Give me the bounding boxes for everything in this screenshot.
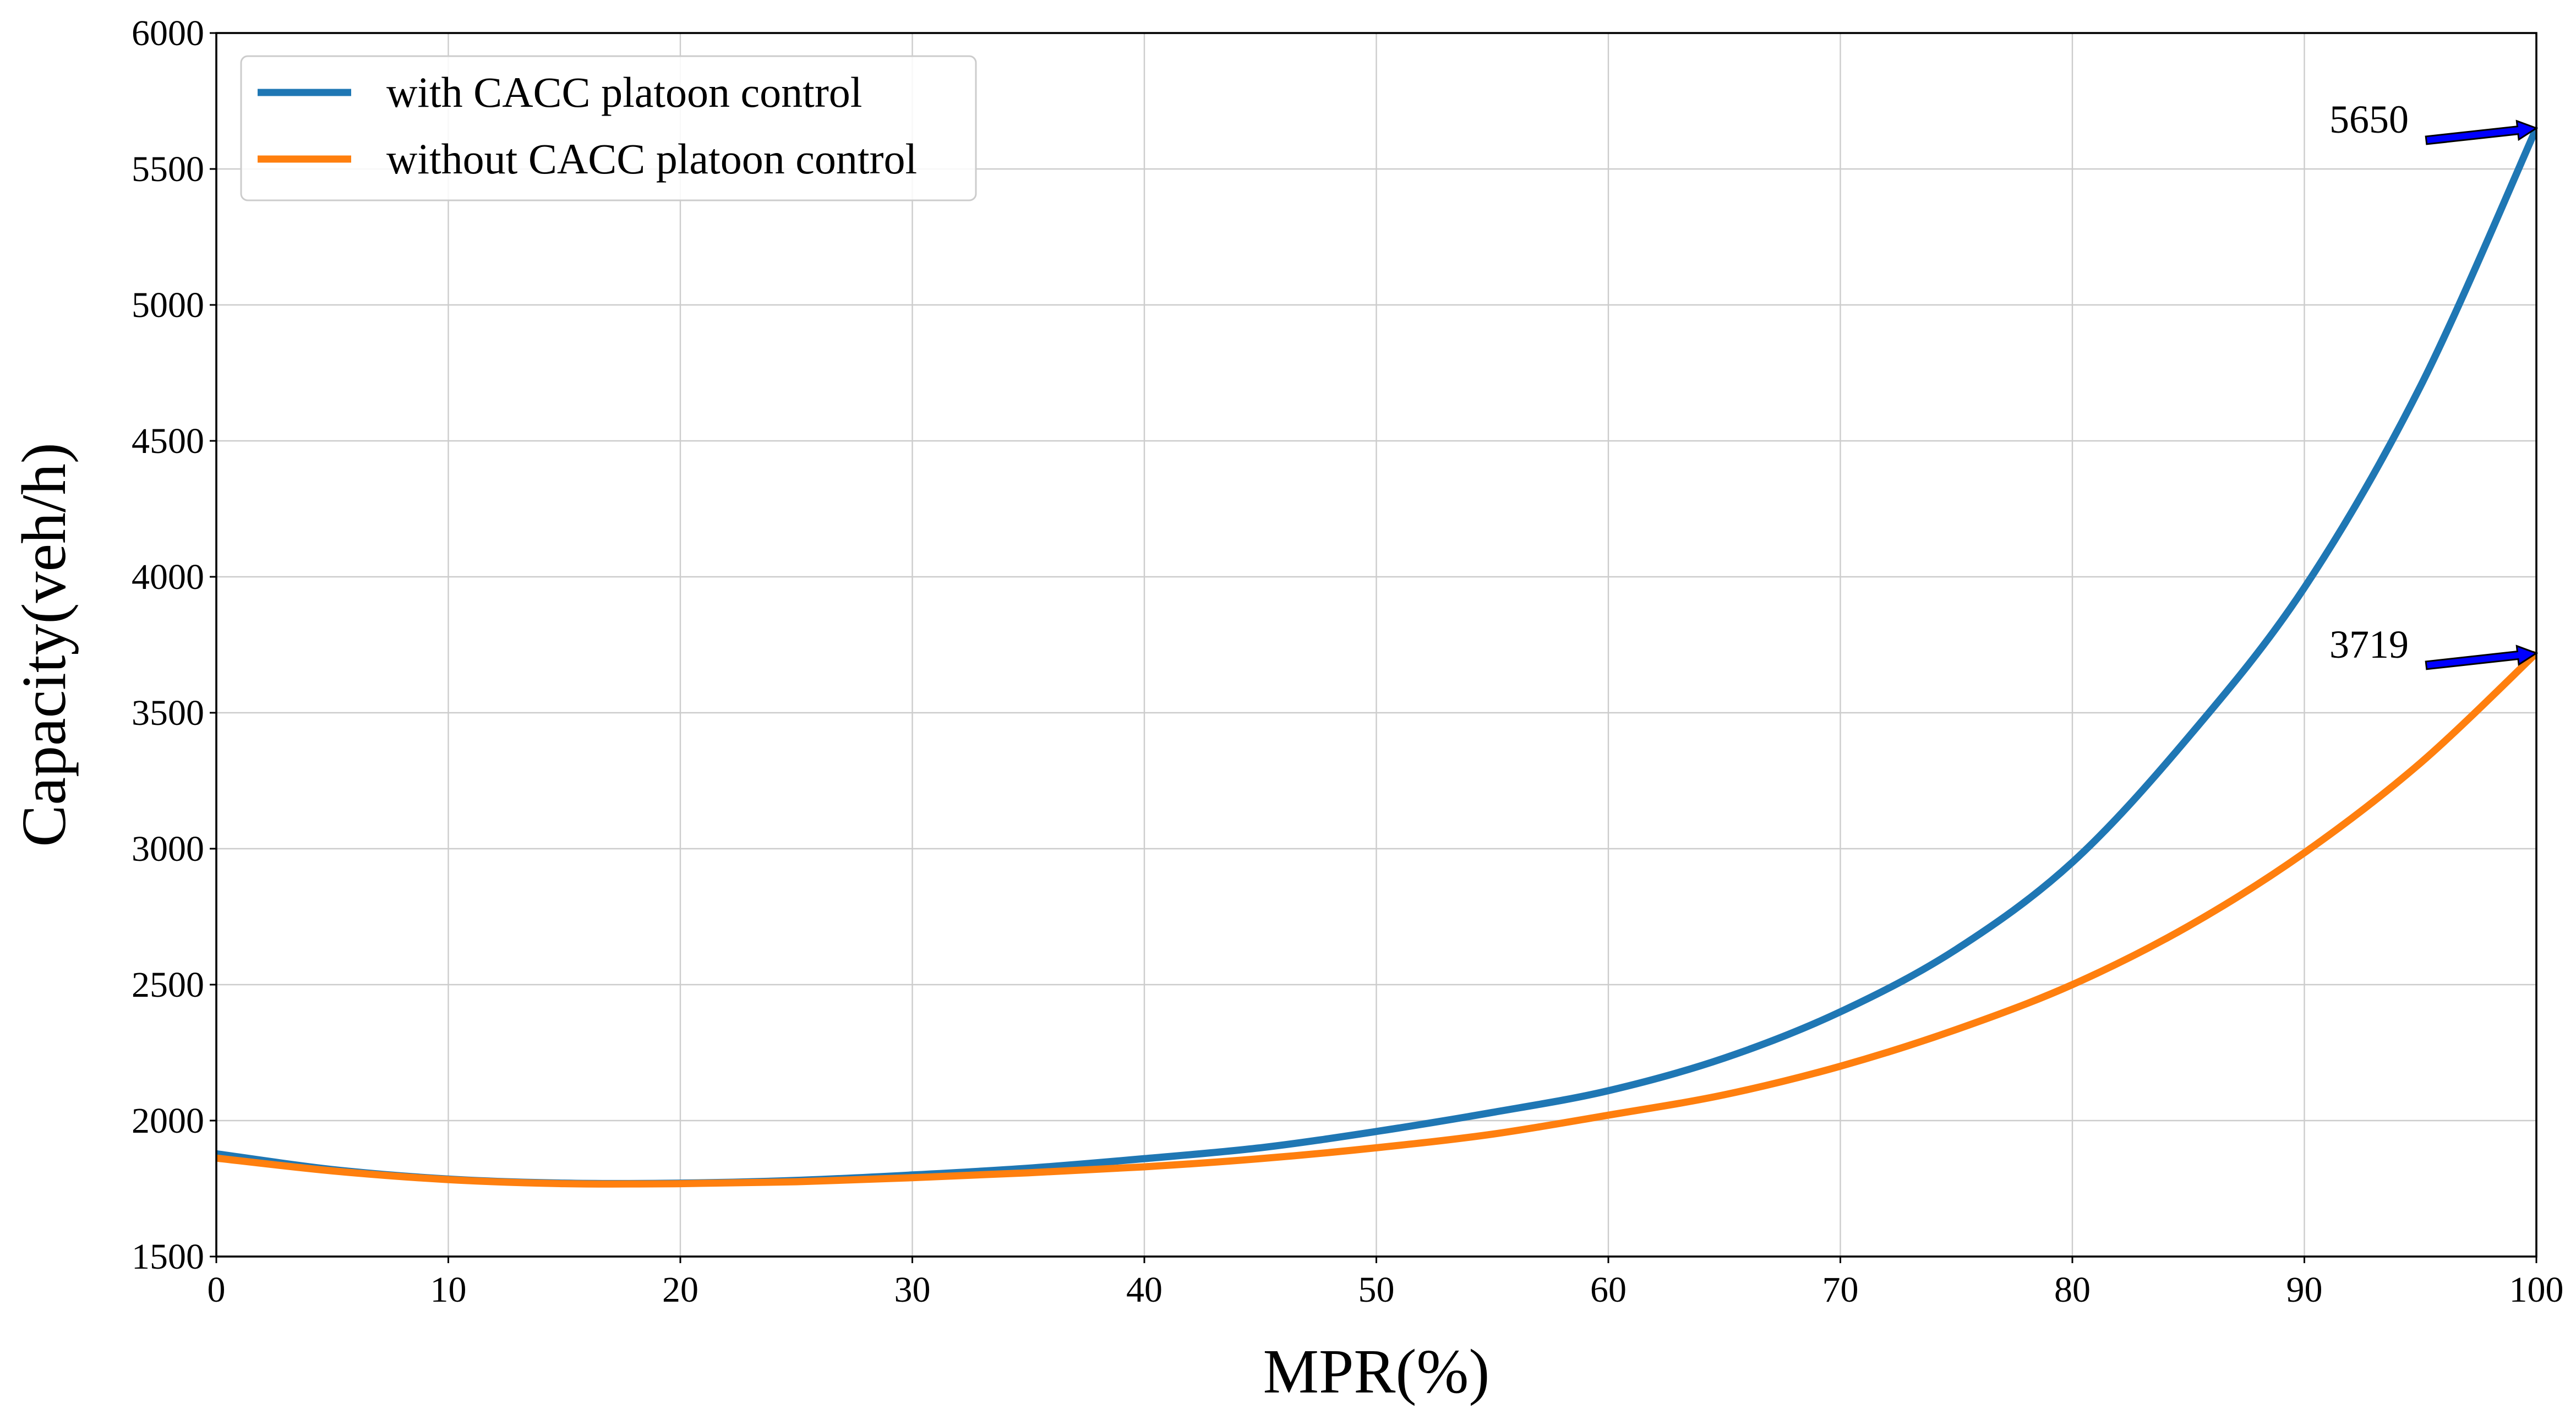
- x-tick-label: 80: [2054, 1270, 2091, 1310]
- annotation-label: 3719: [2329, 622, 2409, 667]
- y-tick-label: 1500: [132, 1237, 204, 1277]
- y-tick-label: 2000: [132, 1101, 204, 1141]
- y-tick-label: 3500: [132, 693, 204, 733]
- x-tick-label: 40: [1126, 1270, 1163, 1310]
- legend-label: without CACC platoon control: [386, 135, 917, 183]
- y-tick-label: 3000: [132, 829, 204, 869]
- x-tick-label: 60: [1590, 1270, 1627, 1310]
- tick-group: 0 10 20 30 40 50 60 70 80 90 100 1500 2000 2500 3000 35…: [132, 13, 2564, 1310]
- annotation-label: 5650: [2329, 97, 2409, 141]
- y-tick-label: 2500: [132, 965, 204, 1005]
- x-tick-label: 90: [2286, 1270, 2323, 1310]
- series-line-without-cacc: [216, 651, 2536, 1188]
- y-tick-label: 4000: [132, 557, 204, 597]
- y-tick-label: 6000: [132, 13, 204, 53]
- y-tick-label: 5000: [132, 285, 204, 325]
- y-tick-label: 5500: [132, 149, 204, 189]
- series-group: [216, 127, 2536, 1188]
- x-tick-label: 0: [208, 1270, 226, 1310]
- legend-label: with CACC platoon control: [386, 68, 862, 116]
- x-tick-label: 20: [662, 1270, 698, 1310]
- annotation-group: 5650 3719: [2329, 97, 2539, 670]
- x-axis-title: MPR(%): [1263, 1336, 1490, 1406]
- x-tick-label: 70: [1822, 1270, 1859, 1310]
- y-tick-label: 4500: [132, 421, 204, 461]
- annotation-arrow: [2425, 119, 2539, 145]
- x-tick-label: 10: [430, 1270, 467, 1310]
- x-tick-label: 50: [1358, 1270, 1395, 1310]
- legend: with CACC platoon control without CACC pl…: [240, 55, 977, 201]
- legend-box: [240, 55, 977, 201]
- y-axis-title: Capacity(veh/h): [9, 443, 79, 846]
- x-tick-label: 100: [2509, 1270, 2564, 1310]
- annotation-arrow: [2425, 645, 2539, 670]
- x-tick-label: 30: [894, 1270, 931, 1310]
